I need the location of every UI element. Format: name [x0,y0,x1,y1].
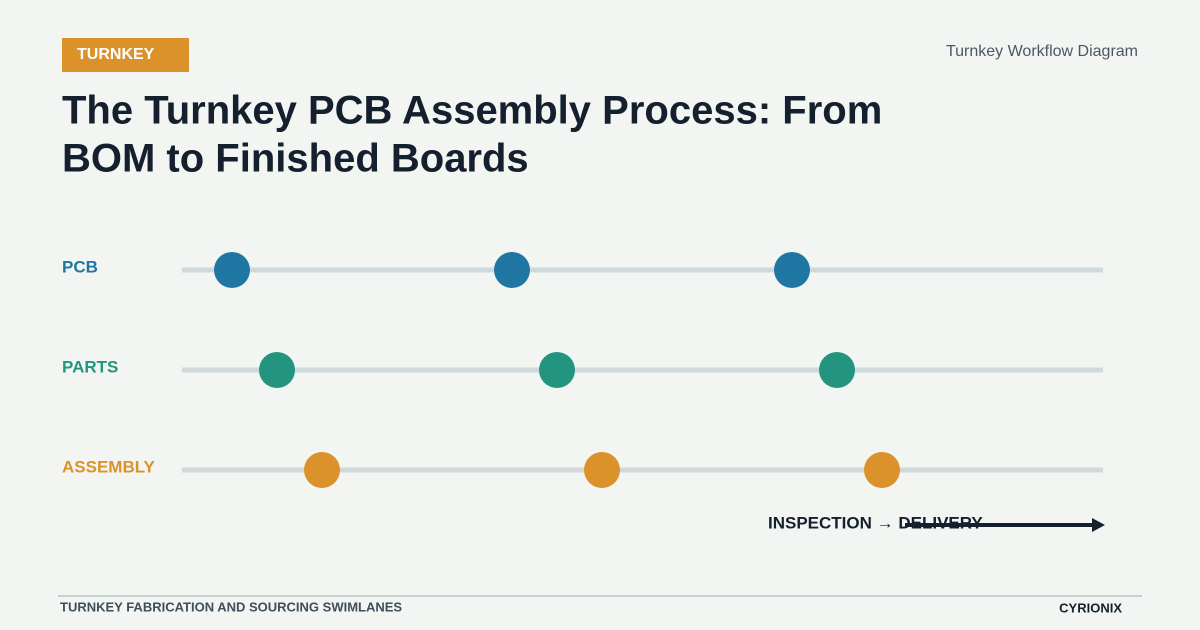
footer-right: CYRIONIX [1059,600,1122,615]
step-dot [584,452,620,488]
flow-label: INSPECTION → DELIVERY [768,513,983,532]
lane: PCB [62,252,1103,288]
lane-label: PCB [62,257,98,276]
step-dot [539,352,575,388]
step-dot [864,452,900,488]
step-dot [304,452,340,488]
lane: ASSEMBLY [62,452,1103,488]
badge [62,38,189,72]
badge-text: TURNKEY [77,46,155,63]
step-dot [214,252,250,288]
title-line: The Turnkey PCB Assembly Process: From [62,89,882,133]
caption: Turnkey Workflow Diagram [946,43,1138,60]
step-dot [259,352,295,388]
lane: PARTS [62,352,1103,388]
step-dot [774,252,810,288]
lane-label: ASSEMBLY [62,457,156,476]
title-line: BOM to Finished Boards [62,137,529,181]
step-dot [819,352,855,388]
step-dot [494,252,530,288]
footer-left: TURNKEY FABRICATION AND SOURCING SWIMLAN… [60,599,402,614]
lane-label: PARTS [62,357,118,376]
arrow-head [1092,518,1105,532]
